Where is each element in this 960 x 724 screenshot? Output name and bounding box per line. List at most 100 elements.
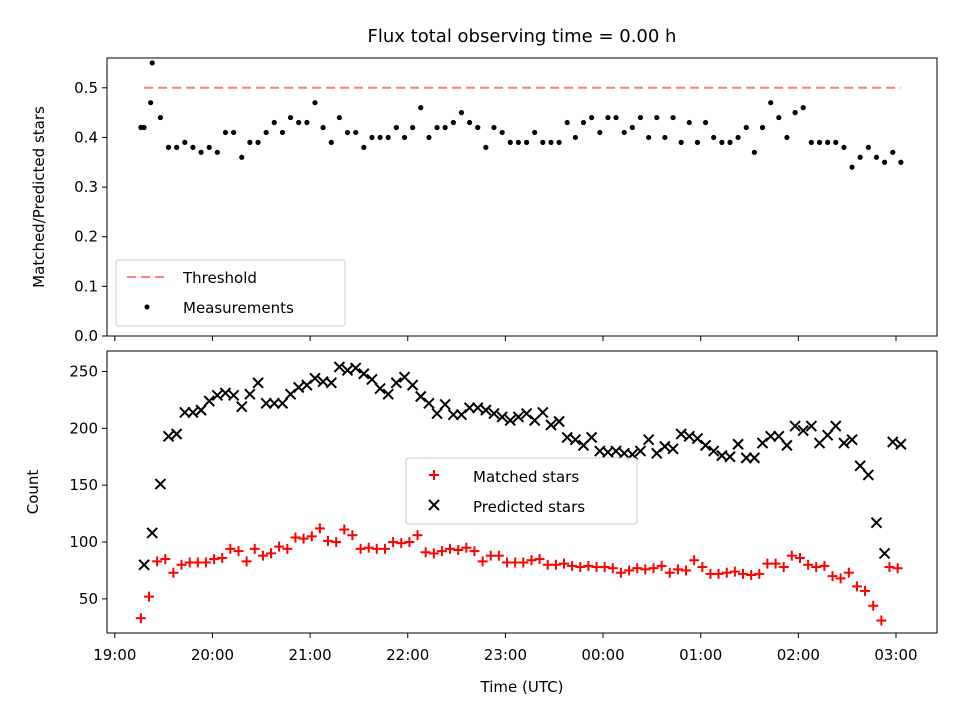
bottom-y-tick-label: 100	[69, 533, 98, 551]
bottom-panel: 50 100 150 200 250 19:00 20:00 21:00 22:00 23:00…	[24, 350, 938, 696]
predicted-star-point	[309, 372, 321, 384]
bottom-y-tick-label: 250	[69, 362, 98, 380]
matched-star-point	[233, 546, 244, 557]
measurement-point	[841, 144, 847, 150]
predicted-star-point	[480, 404, 492, 416]
measurement-point	[499, 129, 505, 136]
measurement-point	[271, 119, 277, 126]
predicted-star-point	[179, 406, 191, 419]
measurement-point	[556, 139, 562, 145]
measurement-point	[637, 114, 644, 121]
measurement-point	[190, 144, 196, 150]
measurement-point	[426, 134, 432, 141]
matched-star-point	[200, 557, 211, 568]
matched-star-point	[257, 550, 268, 561]
matched-star-point	[697, 562, 708, 573]
measurement-point	[621, 129, 627, 136]
bottom-legend-box	[405, 457, 638, 525]
predicted-star-point	[138, 559, 150, 571]
matched-star-point	[689, 555, 700, 566]
predicted-star-point	[797, 424, 809, 437]
predicted-star-point	[252, 377, 264, 389]
predicted-star-point	[634, 445, 647, 457]
x-tick-label: 23:00	[484, 646, 527, 664]
matched-star-point	[575, 562, 586, 573]
measurement-point	[670, 114, 676, 121]
matched-star-point	[428, 548, 439, 559]
legend-predicted-label: Predicted stars	[473, 498, 585, 516]
predicted-star-point	[268, 397, 280, 410]
matched-star-point	[241, 556, 252, 567]
matched-star-point	[721, 567, 732, 578]
predicted-star-point	[260, 397, 272, 410]
matched-star-point	[550, 559, 561, 570]
predicted-star-point	[390, 377, 403, 389]
measurement-point	[540, 139, 546, 145]
top-y-axis-label: Matched/Predicted stars	[30, 106, 48, 288]
measurement-point	[214, 149, 220, 155]
matched-star-point	[339, 524, 350, 535]
measurement-point	[792, 110, 798, 116]
legend-measurements-label: Measurements	[183, 299, 294, 317]
measurement-point	[686, 119, 692, 126]
measurement-point	[865, 144, 871, 150]
top-legend-box	[115, 259, 346, 327]
predicted-star-point	[227, 389, 240, 402]
measurement-points	[138, 60, 904, 170]
predicted-star-point	[170, 428, 183, 440]
x-tick-label: 02:00	[777, 646, 820, 664]
matched-star-point	[860, 585, 871, 596]
matched-star-point	[868, 600, 879, 611]
x-tick-label: 20:00	[191, 646, 234, 664]
measurement-point	[800, 105, 806, 111]
top-chart-title: Flux total observing time = 0.00 h	[368, 26, 677, 47]
matched-star-point	[624, 565, 635, 576]
matched-star-point	[355, 543, 366, 554]
measurement-point	[751, 149, 758, 155]
measurement-point	[369, 134, 375, 141]
predicted-star-point	[276, 397, 289, 410]
measurement-point	[393, 124, 399, 131]
measurement-point	[597, 129, 603, 136]
predicted-star-point	[472, 402, 484, 414]
matched-star-point	[835, 573, 846, 584]
measurement-point	[450, 119, 456, 126]
measurement-point	[507, 139, 513, 145]
measurement-point	[483, 144, 489, 150]
matched-star-point	[388, 537, 399, 548]
matched-star-point	[648, 563, 659, 574]
measurement-point	[532, 129, 538, 136]
measurement-point	[768, 100, 774, 106]
measurement-point	[442, 124, 448, 131]
predicted-star-point	[292, 381, 305, 394]
predicted-star-point	[553, 415, 565, 428]
measurement-point	[174, 144, 180, 150]
x-axis-label: Time (UTC)	[480, 678, 564, 696]
matched-star-point	[803, 559, 814, 570]
predicted-star-point	[496, 411, 508, 423]
predicted-star-point	[406, 379, 419, 391]
legend-matched-label: Matched stars	[473, 468, 579, 486]
predicted-star-point	[195, 404, 207, 416]
top-y-tick-label: 0.4	[74, 128, 98, 146]
matched-star-point	[420, 547, 431, 558]
measurement-point	[198, 149, 204, 155]
measurement-point	[475, 124, 481, 131]
measurement-point	[385, 134, 391, 141]
count-points	[135, 361, 907, 626]
measurement-point	[589, 114, 595, 121]
bottom-y-axis: 50 100 150 200 250	[69, 362, 107, 608]
measurement-point	[279, 129, 286, 136]
x-tick-label: 00:00	[581, 646, 624, 664]
matched-star-point	[795, 552, 806, 563]
x-tick-label: 03:00	[874, 646, 917, 664]
top-y-tick-label: 0.0	[74, 327, 98, 345]
measurement-point	[890, 149, 896, 155]
predicted-star-point	[838, 437, 850, 449]
matched-star-point	[363, 542, 374, 553]
predicted-star-point	[431, 407, 443, 420]
measurement-point	[523, 139, 530, 145]
predicted-star-point	[244, 388, 256, 400]
predicted-star-point	[659, 440, 671, 453]
